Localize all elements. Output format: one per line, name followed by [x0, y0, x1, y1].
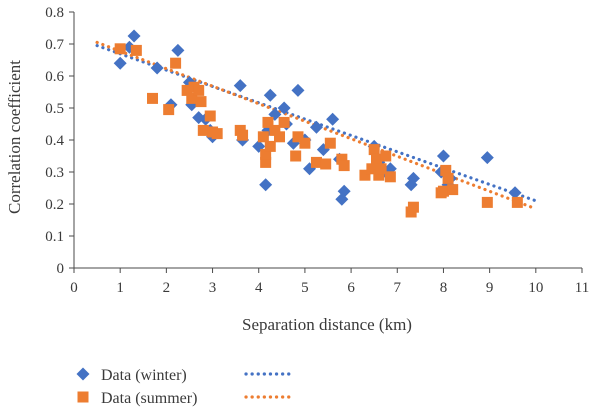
data-point-summer	[170, 57, 182, 69]
x-tick-label: 3	[209, 280, 217, 296]
data-point-winter	[113, 56, 127, 70]
y-tick-label: 0.7	[45, 37, 64, 53]
data-point-summer	[264, 140, 276, 152]
legend-label-winter: Data (winter)	[101, 367, 187, 384]
data-point-summer	[373, 169, 385, 181]
data-point-winter	[480, 151, 494, 165]
data-point-winter	[259, 178, 273, 192]
legend-label-summer: Data (summer)	[101, 390, 197, 407]
data-point-summer	[130, 44, 142, 56]
data-point-summer	[481, 196, 493, 208]
data-point-summer	[368, 144, 380, 156]
x-tick-label: 2	[163, 280, 171, 296]
data-point-summer	[437, 185, 449, 197]
data-point-summer	[181, 84, 193, 96]
data-point-summer	[442, 172, 454, 184]
data-point-summer	[407, 201, 419, 213]
y-tick-label: 0.5	[45, 101, 64, 117]
data-point-summer	[338, 160, 350, 172]
data-point-winter	[150, 61, 164, 75]
y-tick-label: 0.2	[45, 197, 64, 213]
data-point-summer	[163, 104, 175, 116]
legend-marker-summer	[77, 391, 89, 403]
data-point-winter	[263, 88, 277, 102]
data-point-winter	[309, 120, 323, 134]
data-point-winter	[406, 171, 420, 185]
data-point-winter	[291, 83, 305, 97]
data-point-winter	[171, 43, 185, 57]
data-point-summer	[290, 150, 302, 162]
y-tick-label: 0.8	[45, 5, 64, 21]
data-point-summer	[384, 171, 396, 183]
data-point-summer	[310, 156, 322, 168]
data-point-summer	[336, 153, 348, 165]
data-point-summer	[299, 137, 311, 149]
y-tick-label: 0.6	[45, 69, 64, 85]
data-point-winter	[233, 79, 247, 93]
legend-marker-winter	[76, 367, 90, 381]
x-tick-label: 4	[255, 280, 263, 296]
data-point-summer	[114, 43, 126, 55]
data-point-summer	[292, 131, 304, 143]
data-points	[113, 29, 523, 218]
data-point-summer	[278, 116, 290, 128]
data-point-winter	[127, 29, 141, 43]
data-point-winter	[508, 186, 522, 200]
axes: 0 1 2 3 4 5 6 7 8 9 10 11 0 0.1 0.2 0.3 0.4 0.5 0.6 0.7 0.8	[45, 5, 589, 296]
data-point-summer	[237, 129, 249, 141]
x-tick-label: 6	[347, 280, 355, 296]
data-point-summer	[197, 124, 209, 136]
data-point-summer	[193, 84, 205, 96]
y-tick-label: 0.4	[45, 133, 64, 149]
y-tick-label: 0.3	[45, 165, 64, 181]
data-point-summer	[370, 153, 382, 165]
x-tick-label: 10	[528, 280, 543, 296]
data-point-summer	[366, 163, 378, 175]
data-point-winter	[326, 112, 340, 126]
data-point-summer	[186, 92, 198, 104]
legend: Data (winter) Data (summer)	[76, 367, 292, 407]
x-tick-label: 1	[116, 280, 124, 296]
data-point-summer	[274, 131, 286, 143]
data-point-summer	[324, 137, 336, 149]
data-point-summer	[260, 148, 272, 160]
x-tick-label: 8	[440, 280, 448, 296]
data-point-summer	[260, 156, 272, 168]
data-point-summer	[320, 158, 332, 170]
data-point-summer	[447, 184, 459, 196]
x-tick-label: 0	[70, 280, 78, 296]
data-point-summer	[269, 124, 281, 136]
trendline-summer	[95, 40, 538, 211]
data-point-winter	[436, 149, 450, 163]
x-tick-label: 9	[486, 280, 494, 296]
x-axis-title: Separation distance (km)	[242, 315, 412, 334]
y-tick-label: 0.1	[45, 229, 64, 245]
data-point-summer	[359, 169, 371, 181]
y-tick-label: 0	[57, 261, 65, 277]
data-point-winter	[277, 101, 291, 115]
x-tick-label: 7	[394, 280, 402, 296]
y-axis-title: Correlation coefficient	[5, 60, 24, 214]
data-point-summer	[195, 96, 207, 108]
data-point-summer	[440, 164, 452, 176]
data-point-summer	[262, 116, 274, 128]
data-point-summer	[257, 131, 269, 143]
x-tick-label: 5	[301, 280, 309, 296]
data-point-winter	[337, 184, 351, 198]
data-point-summer	[147, 92, 159, 104]
data-point-summer	[375, 163, 387, 175]
data-point-summer	[380, 150, 392, 162]
data-point-summer	[511, 196, 523, 208]
data-point-summer	[211, 128, 223, 140]
data-point-summer	[204, 110, 216, 122]
x-tick-label: 11	[575, 280, 589, 296]
